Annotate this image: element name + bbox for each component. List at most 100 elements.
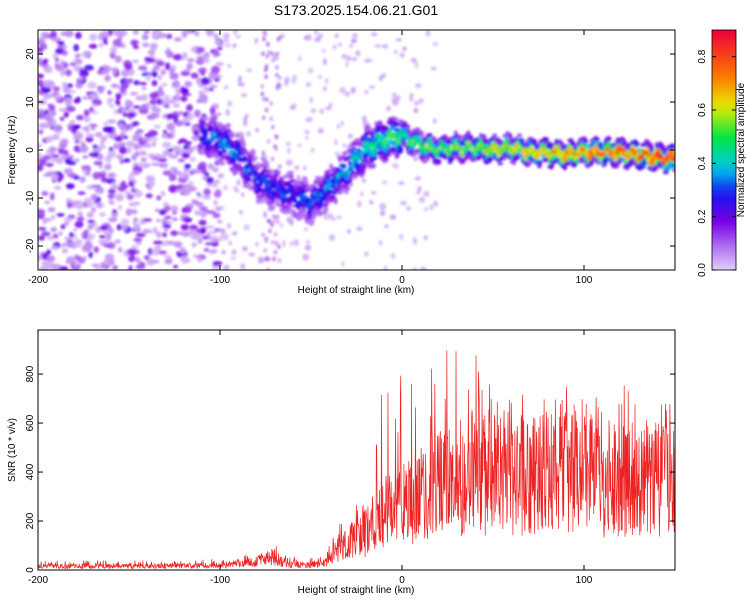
noise-blob: [202, 57, 210, 63]
noise-blob: [38, 227, 47, 231]
noise-blob: [263, 248, 268, 253]
noise-blob: [143, 142, 152, 148]
noise-blob: [107, 150, 117, 158]
noise-blob: [198, 210, 206, 216]
noise-blob: [230, 256, 237, 260]
noise-blob: [346, 55, 352, 62]
noise-blob: [118, 205, 123, 210]
noise-blob: [93, 151, 99, 158]
noise-blob: [368, 58, 372, 63]
noise-blob: [104, 253, 115, 261]
ridge-blob: [562, 165, 568, 171]
ridge-blob: [362, 158, 369, 163]
ridge-blob: [301, 203, 306, 209]
ridge-blob: [218, 138, 224, 144]
ridge-blob: [275, 200, 280, 207]
x-tick-label: 100: [576, 275, 593, 286]
ridge-blob: [288, 175, 294, 179]
snr-series-line: [38, 350, 675, 570]
noise-blob: [162, 232, 167, 238]
noise-blob: [77, 191, 86, 196]
noise-blob: [203, 188, 211, 196]
noise-blob: [55, 49, 64, 55]
noise-blob: [131, 153, 137, 161]
ridge-core: [661, 159, 668, 163]
noise-blob: [195, 57, 205, 65]
noise-blob: [209, 235, 218, 243]
noise-blob: [340, 120, 345, 127]
ridge-blob: [300, 187, 306, 191]
noise-blob: [213, 33, 219, 40]
noise-blob: [275, 51, 280, 57]
noise-blob: [205, 242, 213, 246]
heatmap-x-label: Height of straight line (km): [298, 285, 415, 296]
ridge-blob: [358, 154, 363, 159]
noise-blob: [277, 244, 281, 249]
noise-blob: [289, 219, 294, 226]
noise-blob: [85, 240, 92, 247]
noise-blob: [173, 80, 181, 87]
noise-blob: [243, 120, 248, 127]
ridge-blob: [275, 170, 281, 174]
noise-blob: [118, 246, 123, 253]
noise-blob: [214, 206, 225, 210]
noise-blob: [44, 200, 50, 204]
noise-blob: [101, 170, 107, 175]
noise-blob: [77, 76, 83, 82]
noise-blob: [158, 155, 166, 159]
noise-blob: [420, 266, 427, 270]
noise-blob: [62, 81, 67, 89]
noise-blob: [381, 44, 389, 49]
noise-blob: [103, 121, 108, 126]
noise-blob: [162, 150, 172, 157]
noise-blob: [58, 230, 63, 235]
noise-blob: [149, 42, 158, 51]
noise-blob: [266, 267, 270, 270]
noise-blob: [99, 212, 106, 217]
noise-blob: [42, 80, 51, 88]
colorbar-tick-label: 0.4: [697, 156, 708, 170]
ridge-blob: [209, 151, 215, 156]
noise-blob: [123, 135, 129, 140]
noise-blob: [126, 112, 136, 118]
noise-blob: [202, 195, 211, 200]
noise-blob: [223, 36, 229, 44]
noise-blob: [45, 150, 51, 154]
noise-blob: [119, 125, 128, 132]
noise-blob: [323, 58, 327, 66]
ridge-core: [433, 151, 440, 155]
noise-blob: [198, 91, 205, 94]
ridge-core: [498, 150, 504, 154]
noise-blob: [189, 156, 197, 162]
noise-blob: [156, 218, 161, 223]
ridge-blob: [247, 171, 253, 177]
noise-blob: [309, 96, 314, 104]
ridge-blob: [325, 183, 332, 189]
ridge-blob: [211, 136, 217, 140]
noise-blob: [133, 201, 141, 206]
noise-blob: [328, 102, 333, 108]
ridge-blob: [220, 161, 225, 166]
x-tick-label: 0: [399, 575, 405, 586]
noise-blob: [77, 211, 83, 217]
ridge-blob: [318, 201, 324, 208]
ridge-blob: [456, 134, 463, 141]
ridge-blob: [202, 132, 209, 136]
noise-blob: [212, 261, 223, 266]
noise-blob: [61, 248, 69, 254]
noise-blob: [69, 62, 77, 66]
noise-blob: [188, 186, 197, 192]
noise-blob: [217, 46, 223, 51]
noise-blob: [418, 98, 424, 104]
noise-blob: [381, 180, 388, 185]
colorbar-ticks: 0.0 0.2 0.4 0.6 0.8: [697, 49, 736, 277]
ridge-blob: [357, 148, 362, 152]
noise-blob: [38, 143, 43, 148]
noise-blob: [157, 157, 168, 163]
noise-blob: [271, 51, 275, 57]
ridge-core: [666, 155, 673, 159]
ridge-blob: [593, 137, 600, 143]
noise-blob: [169, 166, 178, 172]
noise-blob: [214, 228, 221, 232]
noise-blob: [108, 198, 114, 202]
